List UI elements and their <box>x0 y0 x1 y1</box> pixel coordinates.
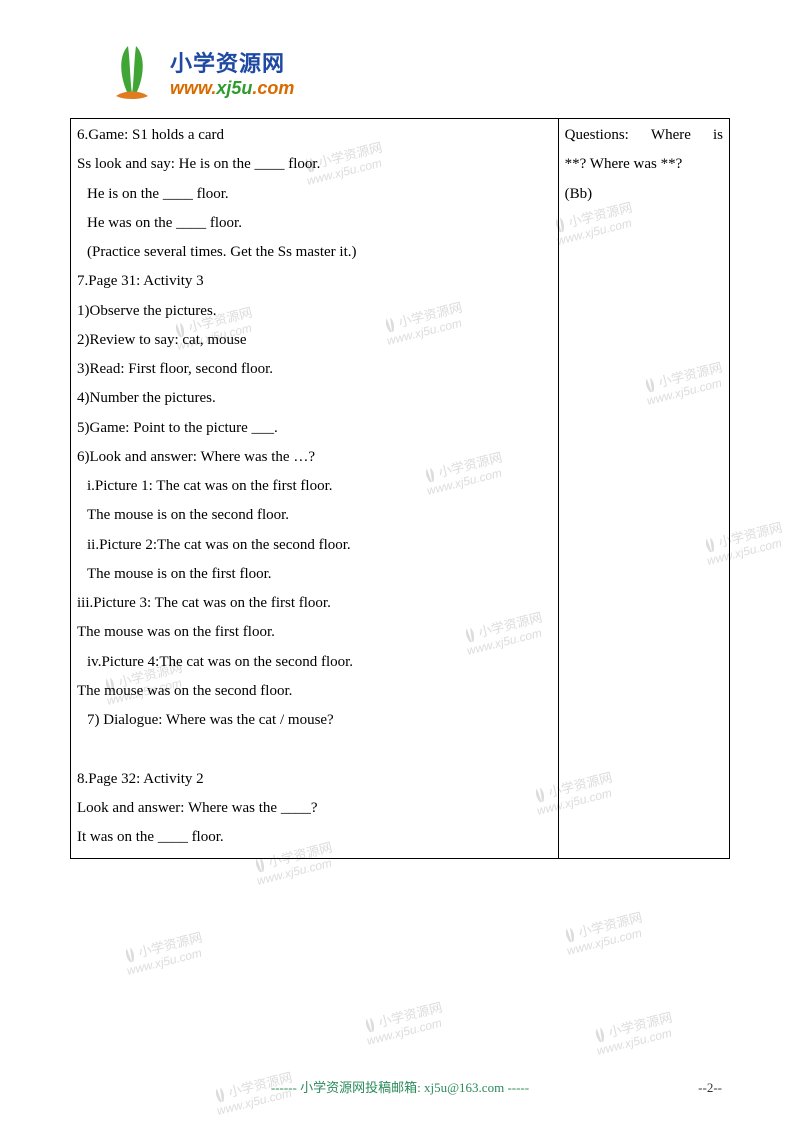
watermark: 小学资源网www.xj5u.com <box>588 1010 678 1059</box>
page-number: --2-- <box>698 1080 722 1096</box>
q-line2: **? Where was **? <box>565 150 723 179</box>
lesson-line: Look and answer: Where was the ____? <box>77 794 552 823</box>
lesson-line: 7.Page 31: Activity 3 <box>77 267 552 296</box>
right-column: Questions: Where is **? Where was **? (B… <box>558 119 729 859</box>
lesson-line: 8.Page 32: Activity 2 <box>77 765 552 794</box>
q-line3: (Bb) <box>565 180 723 209</box>
lesson-line: The mouse was on the first floor. <box>77 618 552 647</box>
lesson-line: The mouse is on the first floor. <box>77 560 552 589</box>
lesson-line: i.Picture 1: The cat was on the first fl… <box>77 472 552 501</box>
lesson-line: Ss look and say: He is on the ____ floor… <box>77 150 552 179</box>
lesson-line: 2)Review to say: cat, mouse <box>77 326 552 355</box>
lesson-line: 5)Game: Point to the picture ___. <box>77 414 552 443</box>
lesson-line: The mouse is on the second floor. <box>77 501 552 530</box>
lesson-table: 6.Game: S1 holds a cardSs look and say: … <box>70 118 730 859</box>
lesson-line: He was on the ____ floor. <box>77 209 552 238</box>
lesson-line: 4)Number the pictures. <box>77 384 552 413</box>
lesson-line: 6)Look and answer: Where was the …? <box>77 443 552 472</box>
logo-url: www.xj5u.com <box>170 78 294 99</box>
footer-text: ------ 小学资源网投稿邮箱: xj5u@163.com ----- <box>0 1077 800 1096</box>
q-line1: Questions: Where is <box>565 121 723 150</box>
lesson-line: iii.Picture 3: The cat was on the first … <box>77 589 552 618</box>
lesson-line: 6.Game: S1 holds a card <box>77 121 552 150</box>
watermark: 小学资源网www.xj5u.com <box>118 930 208 979</box>
lesson-line <box>77 735 552 764</box>
logo-title: 小学资源网 <box>170 46 294 78</box>
left-column: 6.Game: S1 holds a cardSs look and say: … <box>71 119 559 859</box>
watermark: 小学资源网www.xj5u.com <box>558 910 648 959</box>
leaf-icon <box>100 40 164 104</box>
lesson-line: iv.Picture 4:The cat was on the second f… <box>77 648 552 677</box>
watermark: 小学资源网www.xj5u.com <box>358 1000 448 1049</box>
lesson-line: 7) Dialogue: Where was the cat / mouse? <box>77 706 552 735</box>
lesson-line: ii.Picture 2:The cat was on the second f… <box>77 531 552 560</box>
site-logo: 小学资源网 www.xj5u.com <box>70 40 730 104</box>
lesson-line: 3)Read: First floor, second floor. <box>77 355 552 384</box>
lesson-line: He is on the ____ floor. <box>77 180 552 209</box>
lesson-line: The mouse was on the second floor. <box>77 677 552 706</box>
lesson-line: It was on the ____ floor. <box>77 823 552 852</box>
lesson-line: (Practice several times. Get the Ss mast… <box>77 238 552 267</box>
lesson-line: 1)Observe the pictures. <box>77 297 552 326</box>
